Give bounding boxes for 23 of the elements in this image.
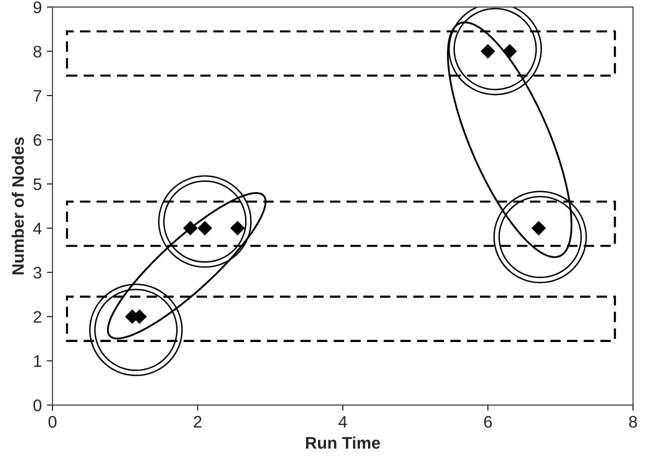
y-tick-label: 4 [33,222,42,234]
y-tick-label: 2 [34,311,42,323]
y-axis-title: Number of Nodes [12,137,24,274]
y-tick-label: 1 [34,355,42,367]
point [230,220,245,236]
point [480,44,496,59]
point [198,220,212,236]
point [183,220,198,236]
y-tick-label: 5 [33,178,42,190]
point [531,220,546,236]
x-tick-label: 8 [629,416,637,428]
y-tick-label: 9 [34,1,42,14]
y-tick-label: 6 [34,134,42,146]
x-tick-label: 2 [194,416,202,428]
y-tick-label: 0 [33,399,42,412]
x-tick-label: 4 [338,416,347,428]
x-tick-label: 6 [484,416,492,428]
x-tick-label: 0 [48,416,56,428]
y-tick-label: 3 [33,266,42,279]
x-axis-title: Run Time [306,436,380,449]
y-tick-label: 7 [34,90,42,102]
y-tick-label: 8 [34,46,42,58]
point [502,44,517,59]
